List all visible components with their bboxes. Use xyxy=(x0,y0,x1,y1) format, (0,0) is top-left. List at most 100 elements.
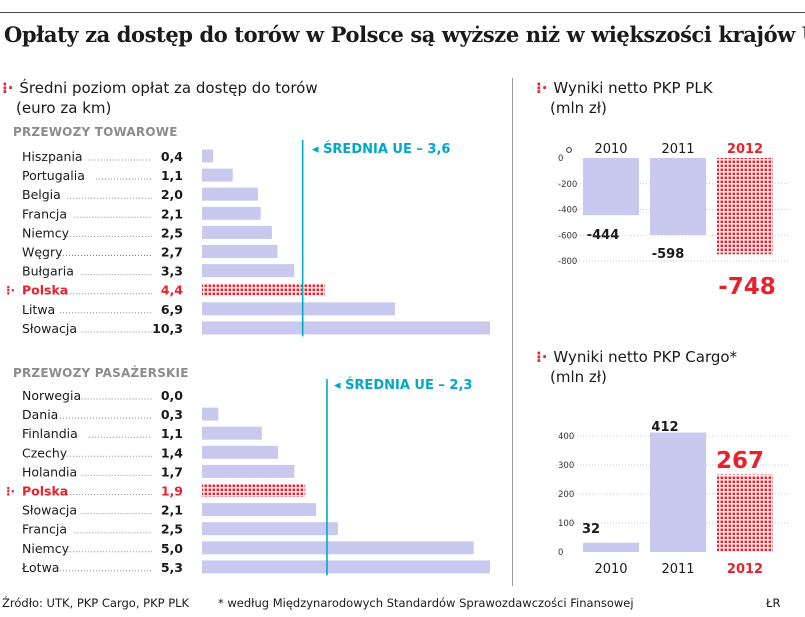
category-label-0-2: Belgia xyxy=(22,187,61,202)
y-tick-label-2-3: -600 xyxy=(558,231,577,241)
category-label-1-2: Finlandia xyxy=(22,426,78,441)
category-label-1-5: Polska xyxy=(22,484,68,499)
y-tick-label-3-0: 0 xyxy=(558,548,563,558)
bar-1-7 xyxy=(202,522,338,536)
bar-2-0 xyxy=(583,158,639,216)
value-label-0-4: 2,5 xyxy=(161,225,183,240)
left-title-line2: (euro za km) xyxy=(16,99,112,117)
bar-0-1 xyxy=(202,168,233,182)
value-label-0-6: 3,3 xyxy=(161,264,183,279)
main-title: Opłaty za dostęp do torów w Polsce są wy… xyxy=(4,22,805,47)
value-label-2-1: -598 xyxy=(652,247,685,262)
bar-1-6 xyxy=(202,503,317,517)
y-tick-label-3-4: 400 xyxy=(558,432,574,442)
category-label-2-0: 2010 xyxy=(594,142,627,157)
category-label-2-2: 2012 xyxy=(727,142,763,157)
value-label-0-1: 1,1 xyxy=(161,168,183,183)
y-tick-label-2-0: 0 xyxy=(558,154,563,164)
plk-title-line1: Wyniki netto PKP PLK xyxy=(553,79,713,97)
value-label-1-0: 0,0 xyxy=(161,388,183,403)
category-label-0-4: Niemcy xyxy=(22,225,70,240)
bar-3-0 xyxy=(583,542,639,552)
bar-2-1 xyxy=(650,158,706,235)
y-tick-label-2-4: -800 xyxy=(558,257,577,267)
bar-1-3 xyxy=(202,445,279,459)
bar-1-4 xyxy=(202,464,295,478)
eu-average-label-freight: ◂ ŚREDNIA UE – 3,6 xyxy=(312,142,451,157)
bar-1-2 xyxy=(202,426,262,440)
zero-marker-icon xyxy=(566,147,572,153)
panel-divider xyxy=(512,78,513,586)
cargo-title-line1: Wyniki netto PKP Cargo* xyxy=(553,348,738,366)
value-label-1-5: 1,9 xyxy=(161,484,183,499)
source-note: Źródło: UTK, PKP Cargo, PKP PLK xyxy=(2,596,190,610)
bar-0-0 xyxy=(202,149,214,163)
y-tick-label-3-1: 100 xyxy=(558,519,574,529)
category-label-0-8: Litwa xyxy=(22,302,55,317)
value-label-1-2: 1,1 xyxy=(161,426,183,441)
category-label-1-7: Francja xyxy=(22,522,67,537)
category-label-1-3: Czechy xyxy=(22,445,68,460)
value-label-1-4: 1,7 xyxy=(161,464,183,479)
value-label-0-8: 6,9 xyxy=(161,302,183,317)
bar-3-2 xyxy=(717,474,773,552)
value-label-0-2: 2,0 xyxy=(161,187,183,202)
category-label-3-0: 2010 xyxy=(594,562,627,577)
bar-0-3 xyxy=(202,206,261,220)
marker-icon: ⁝· xyxy=(536,348,548,366)
bar-0-8 xyxy=(202,302,395,316)
plk-title-line2: (mln zł) xyxy=(550,99,607,117)
category-label-1-9: Łotwa xyxy=(21,560,59,575)
category-label-0-3: Francja xyxy=(22,206,67,221)
category-label-0-1: Portugalia xyxy=(22,168,85,183)
category-label-0-7: Polska xyxy=(22,283,68,298)
marker-icon: ⁝· xyxy=(2,79,14,97)
category-label-1-6: Słowacja xyxy=(22,503,77,518)
category-label-3-2: 2012 xyxy=(727,562,763,577)
left-title-line1: Średni poziom opłat za dostęp do torów xyxy=(19,79,318,97)
value-label-0-9: 10,3 xyxy=(152,321,183,336)
value-label-0-5: 2,7 xyxy=(161,245,183,260)
top-rule xyxy=(0,12,805,13)
marker-icon: ⁝· xyxy=(536,79,548,97)
footnote: * według Międzynarodowych Standardów Spr… xyxy=(218,596,634,610)
bar-2-2 xyxy=(717,158,773,255)
bar-0-6 xyxy=(202,264,295,278)
category-label-0-6: Bułgaria xyxy=(22,264,74,279)
bar-1-8 xyxy=(202,541,474,555)
value-label-1-3: 1,4 xyxy=(161,445,183,460)
bar-1-9 xyxy=(202,560,490,574)
bar-3-1 xyxy=(650,432,706,552)
category-label-0-5: Węgry xyxy=(22,245,63,260)
category-label-1-1: Dania xyxy=(22,407,58,422)
section-label-passenger: PRZEWOZY PASAŻERSKIE xyxy=(13,366,189,380)
highlight-marker-icon: ⁝· xyxy=(6,485,15,499)
category-label-2-1: 2011 xyxy=(661,142,694,157)
value-label-0-0: 0,4 xyxy=(161,149,183,164)
eu-average-label-passenger: ◂ ŚREDNIA UE – 2,3 xyxy=(334,378,473,393)
category-label-1-8: Niemcy xyxy=(22,541,70,556)
section-label-freight: PRZEWOZY TOWAROWE xyxy=(13,125,178,139)
y-tick-label-3-2: 200 xyxy=(558,490,574,500)
bar-0-2 xyxy=(202,187,258,201)
value-label-3-1: 412 xyxy=(651,420,678,435)
value-label-3-2: 267 xyxy=(716,448,764,474)
y-tick-label-3-3: 300 xyxy=(558,461,574,471)
value-label-2-2: -748 xyxy=(718,274,776,300)
bar-0-5 xyxy=(202,245,278,258)
value-label-1-1: 0,3 xyxy=(161,407,183,422)
value-label-1-6: 2,1 xyxy=(161,503,183,518)
bar-1-5 xyxy=(202,484,306,497)
value-label-0-3: 2,1 xyxy=(161,206,183,221)
value-label-1-8: 5,0 xyxy=(161,541,183,556)
category-label-3-1: 2011 xyxy=(661,562,694,577)
value-label-1-9: 5,3 xyxy=(161,560,183,575)
category-label-0-9: Słowacja xyxy=(22,321,77,336)
category-label-0-0: Hiszpania xyxy=(22,149,83,164)
y-tick-label-2-2: -400 xyxy=(558,206,577,216)
category-label-1-0: Norwegia xyxy=(22,388,81,403)
bar-1-1 xyxy=(202,407,219,421)
highlight-marker-icon: ⁝· xyxy=(6,284,15,298)
value-label-1-7: 2,5 xyxy=(161,522,183,537)
